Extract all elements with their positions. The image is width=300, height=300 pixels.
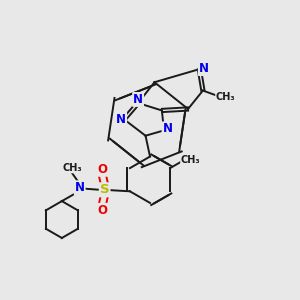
Text: N: N: [75, 181, 85, 194]
Text: O: O: [97, 204, 107, 217]
Text: N: N: [199, 62, 209, 75]
Text: CH₃: CH₃: [62, 163, 82, 172]
Text: CH₃: CH₃: [181, 155, 201, 165]
Text: S: S: [100, 183, 110, 196]
Text: N: N: [163, 122, 172, 135]
Text: N: N: [133, 93, 143, 106]
Text: CH₃: CH₃: [216, 92, 236, 101]
Text: N: N: [116, 113, 126, 126]
Text: O: O: [97, 163, 107, 176]
